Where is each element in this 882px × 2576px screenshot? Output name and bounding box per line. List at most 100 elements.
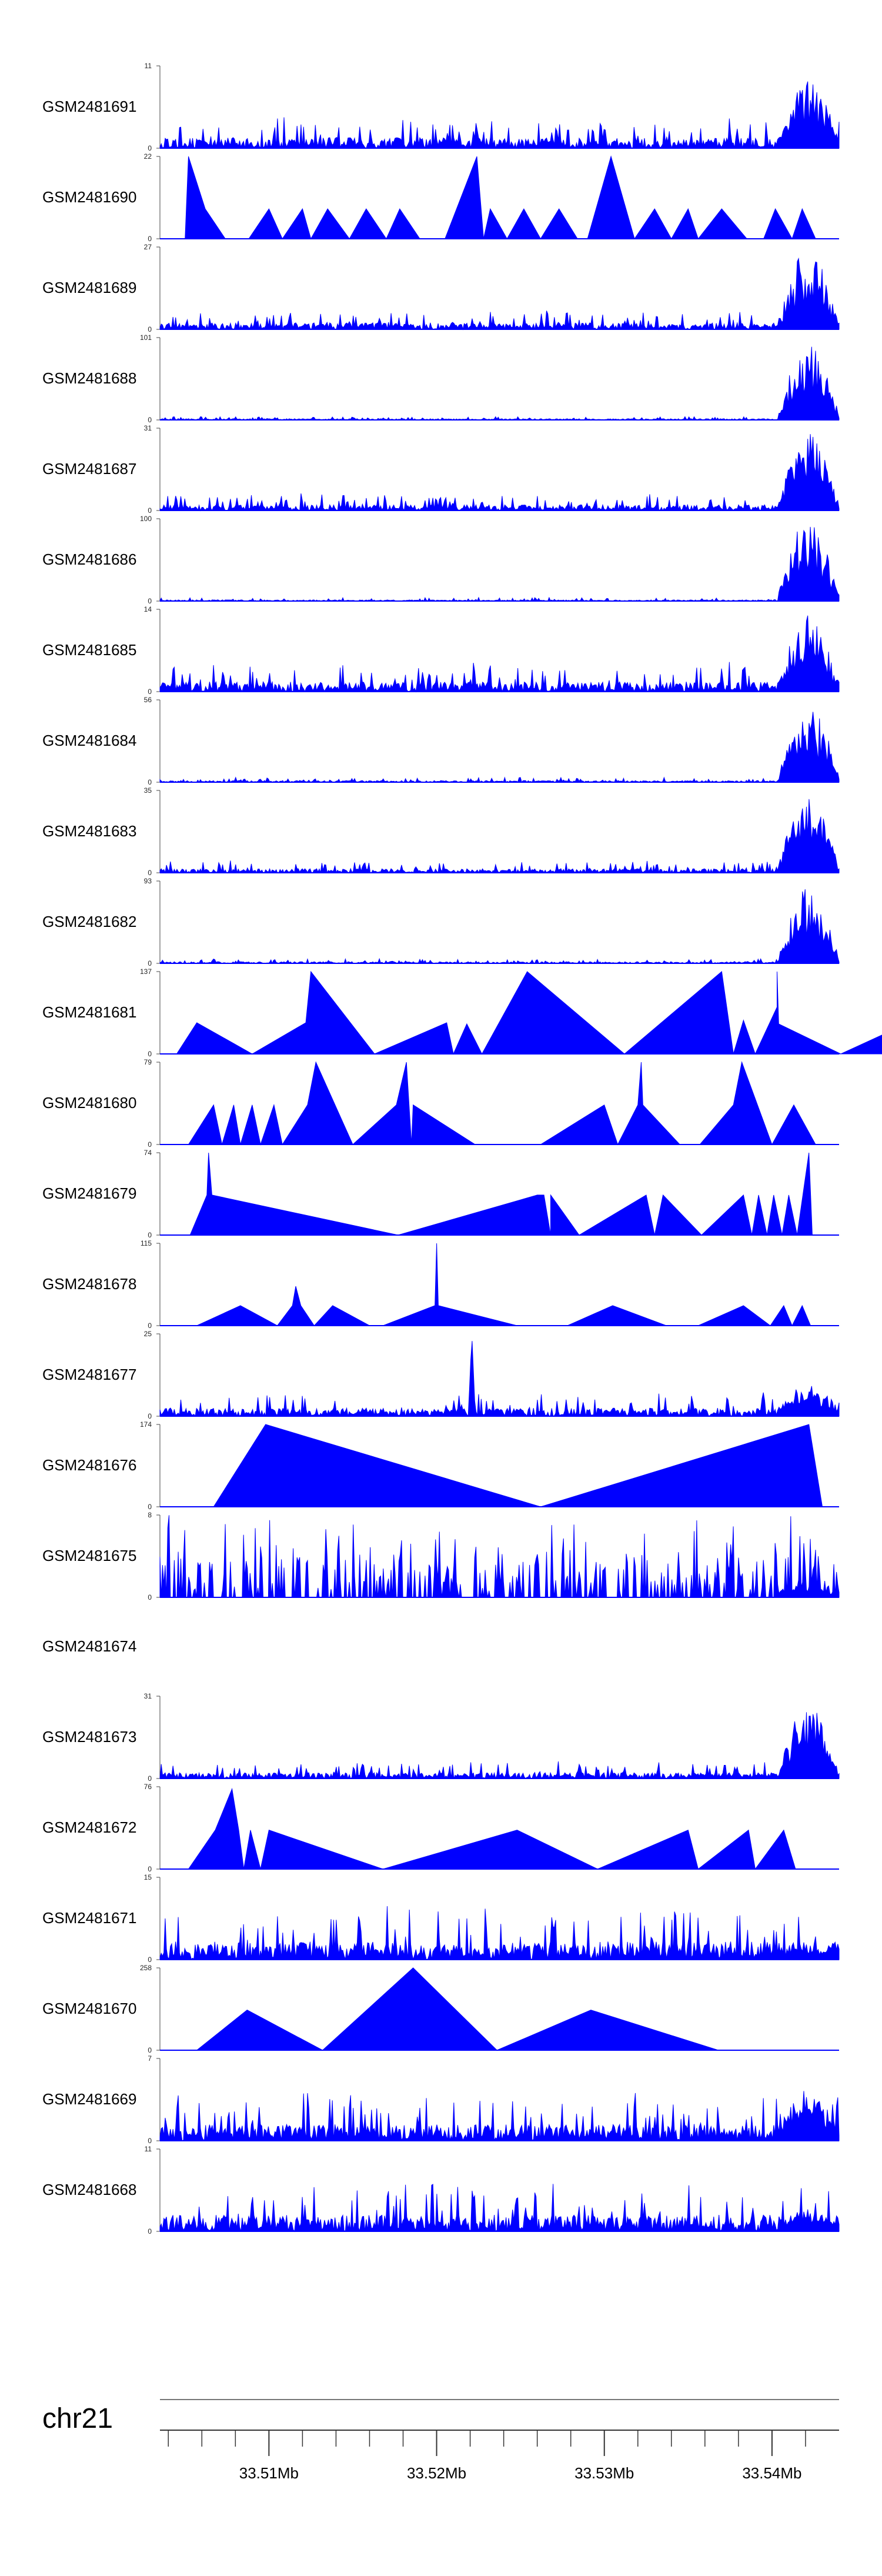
y-min-label: 0 — [148, 1774, 152, 1783]
coverage-area — [159, 257, 840, 331]
track-GSM2481680: GSM2481680 79 0 — [42, 1058, 839, 1149]
track-GSM2481674: GSM2481674 — [42, 1637, 136, 1655]
track-label: GSM2481681 — [42, 1003, 136, 1021]
y-max-label: 31 — [144, 1692, 152, 1700]
y-min-label: 0 — [148, 1140, 152, 1149]
track-GSM2481672: GSM2481672 76 0 — [42, 1783, 839, 1873]
y-max-label: 11 — [145, 2145, 152, 2153]
track-GSM2481670: GSM2481670 258 0 — [42, 1964, 839, 2054]
y-max-label: 8 — [148, 1511, 152, 1519]
y-min-label: 0 — [148, 1503, 152, 1511]
coverage-area — [159, 615, 840, 693]
y-max-label: 56 — [144, 696, 152, 704]
coverage-area — [159, 1712, 840, 1780]
y-max-label: 174 — [140, 1420, 152, 1429]
track-GSM2481671: GSM2481671 15 0 — [42, 1873, 840, 1964]
coverage-area — [159, 2184, 840, 2233]
coverage-area — [160, 1424, 823, 1507]
track-label: GSM2481672 — [42, 1818, 136, 1836]
y-min-label: 0 — [148, 959, 152, 967]
track-label: GSM2481679 — [42, 1184, 136, 1202]
y-min-label: 0 — [148, 597, 152, 605]
y-min-label: 0 — [148, 2227, 152, 2235]
track-GSM2481675: GSM2481675 8 0 — [42, 1511, 840, 1601]
track-GSM2481679: GSM2481679 74 0 — [42, 1149, 839, 1239]
track-label: GSM2481677 — [42, 1366, 136, 1383]
x-tick-label: 33.54Mb — [742, 2464, 801, 2482]
y-min-label: 0 — [148, 325, 152, 333]
track-label: GSM2481670 — [42, 2000, 136, 2017]
track-GSM2481682: GSM2481682 93 0 — [42, 877, 840, 967]
y-min-label: 0 — [148, 1865, 152, 1873]
y-max-label: 35 — [144, 786, 152, 795]
track-GSM2481677: GSM2481677 25 0 — [42, 1330, 840, 1420]
y-max-label: 7 — [148, 2054, 152, 2063]
track-panel: GSM2481691110GSM2481690220GSM2481689270G… — [42, 62, 882, 2235]
track-label: GSM2481683 — [42, 822, 136, 840]
y-min-label: 0 — [148, 869, 152, 877]
track-label: GSM2481686 — [42, 550, 136, 568]
y-min-label: 0 — [148, 778, 152, 786]
y-max-label: 76 — [144, 1783, 152, 1791]
track-label: GSM2481682 — [42, 913, 136, 930]
y-min-label: 0 — [148, 1593, 152, 1601]
y-min-label: 0 — [148, 235, 152, 243]
coverage-area — [159, 346, 840, 421]
coverage-area — [160, 1152, 813, 1236]
track-label: GSM2481673 — [42, 1728, 136, 1746]
y-max-label: 115 — [141, 1239, 152, 1247]
y-min-label: 0 — [148, 688, 152, 696]
track-GSM2481678: GSM2481678 115 0 — [42, 1239, 839, 1330]
coverage-area — [159, 712, 840, 783]
coverage-area — [160, 1967, 719, 2051]
y-max-label: 101 — [140, 333, 152, 342]
y-min-label: 0 — [148, 144, 152, 152]
y-max-label: 258 — [140, 1964, 152, 1972]
track-GSM2481688: GSM2481688 101 0 — [42, 333, 840, 424]
coverage-area — [159, 1515, 840, 1598]
track-label: GSM2481680 — [42, 1094, 136, 1112]
y-max-label: 11 — [145, 62, 152, 70]
y-min-label: 0 — [148, 2046, 152, 2054]
y-min-label: 0 — [148, 506, 152, 515]
coverage-area — [159, 2091, 840, 2142]
track-GSM2481690: GSM2481690 22 0 — [42, 152, 839, 243]
y-max-label: 100 — [140, 515, 152, 523]
track-GSM2481673: GSM2481673 31 0 — [42, 1692, 840, 1783]
y-max-label: 137 — [140, 967, 152, 976]
y-min-label: 0 — [148, 1231, 152, 1239]
coverage-area — [159, 799, 840, 874]
track-label: GSM2481669 — [42, 2090, 136, 2108]
track-GSM2481669: GSM2481669 7 0 — [42, 2054, 840, 2145]
y-max-label: 22 — [144, 152, 152, 161]
track-label: GSM2481674 — [42, 1637, 136, 1655]
x-tick-label: 33.51Mb — [239, 2464, 299, 2482]
chromosome-label: chr21 — [42, 2403, 113, 2434]
track-GSM2481689: GSM2481689 27 0 — [42, 243, 840, 333]
track-label: GSM2481689 — [42, 279, 136, 296]
track-GSM2481681: GSM2481681 137 0 — [42, 967, 882, 1058]
track-GSM2481668: GSM2481668 11 0 — [42, 2145, 840, 2235]
y-max-label: 25 — [144, 1330, 152, 1338]
track-GSM2481686: GSM2481686 100 0 — [42, 515, 840, 605]
coverage-area — [159, 889, 840, 965]
track-label: GSM2481684 — [42, 732, 136, 749]
track-label: GSM2481675 — [42, 1547, 136, 1564]
track-GSM2481684: GSM2481684 56 0 — [42, 696, 840, 786]
track-GSM2481685: GSM2481685 14 0 — [42, 605, 840, 696]
coverage-area — [159, 434, 840, 512]
track-label: GSM2481685 — [42, 641, 136, 659]
track-label: GSM2481671 — [42, 1909, 136, 1927]
coverage-area — [160, 1787, 813, 1870]
track-GSM2481676: GSM2481676 174 0 — [42, 1420, 839, 1511]
y-min-label: 0 — [148, 1322, 152, 1330]
track-label: GSM2481668 — [42, 2181, 136, 2198]
track-GSM2481691: GSM2481691 11 0 — [42, 62, 840, 152]
track-label: GSM2481687 — [42, 460, 136, 478]
chromosome-axis: chr21 33.51Mb 33.52Mb 33.53Mb 33.54Mb — [42, 2399, 839, 2482]
y-max-label: 93 — [144, 877, 152, 885]
y-max-label: 31 — [144, 424, 152, 432]
y-min-label: 0 — [148, 1050, 152, 1058]
y-max-label: 14 — [144, 605, 152, 613]
y-max-label: 79 — [144, 1058, 152, 1066]
